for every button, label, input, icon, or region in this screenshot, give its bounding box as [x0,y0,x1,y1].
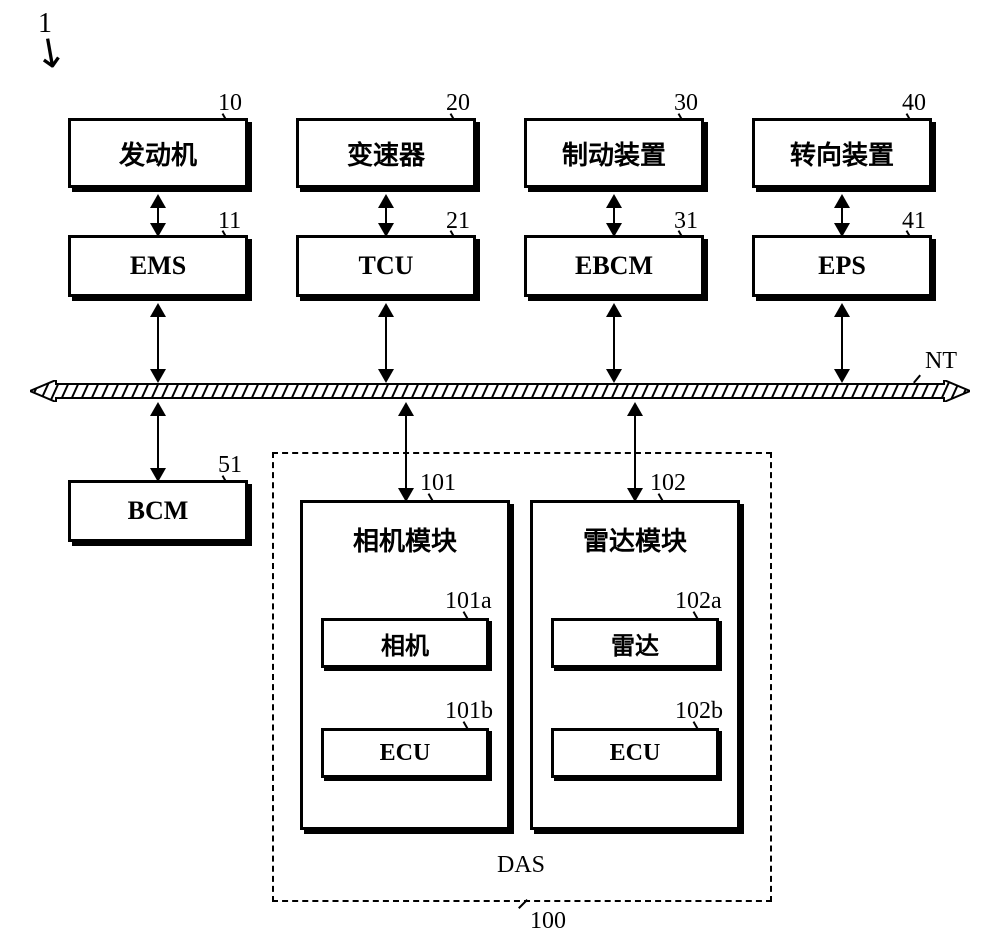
radar-module-title: 雷达模块 [533,521,737,558]
ref-101a: 101a [445,588,492,615]
box-eps: EPS [752,235,932,297]
das-label: DAS [497,852,545,879]
box-engine-label: 发动机 [119,135,197,172]
box-tcu-label: TCU [359,251,414,281]
camera-module: 相机模块 101a 相机 101b ECU [300,500,510,830]
bus-label: NT [925,348,957,375]
box-steer: 转向装置 [752,118,932,188]
box-ems: EMS [68,235,248,297]
conn-bcm-bus [157,414,159,470]
conn-tcu-bus [385,315,387,371]
box-trans: 变速器 [296,118,476,188]
bus-icon [30,380,970,402]
radar-box: 雷达 [551,618,719,668]
radar-ecu-box: ECU [551,728,719,778]
box-steer-label: 转向装置 [790,135,894,172]
box-brake-label: 制动装置 [562,135,666,172]
box-eps-label: EPS [818,251,866,281]
box-trans-label: 变速器 [347,135,425,172]
ref-102: 102 [650,470,686,497]
box-ems-label: EMS [130,251,186,281]
ref-101: 101 [420,470,456,497]
box-engine: 发动机 [68,118,248,188]
camera-box-label: 相机 [381,626,429,661]
box-ebcm-label: EBCM [575,251,653,281]
radar-ecu-label: ECU [610,740,661,767]
conn-ems-bus [157,315,159,371]
box-bcm-label: BCM [128,496,189,526]
figure-ref-arrow: ↘ [24,23,78,81]
ref-102a: 102a [675,588,722,615]
ref-101b: 101b [445,698,493,725]
radar-module: 雷达模块 102a 雷达 102b ECU [530,500,740,830]
box-ebcm: EBCM [524,235,704,297]
camera-module-title: 相机模块 [303,521,507,558]
box-tcu: TCU [296,235,476,297]
camera-ecu-box: ECU [321,728,489,778]
box-bcm: BCM [68,480,248,542]
camera-ecu-label: ECU [380,740,431,767]
conn-eps-bus [841,315,843,371]
radar-box-label: 雷达 [611,626,659,661]
camera-box: 相机 [321,618,489,668]
box-brake: 制动装置 [524,118,704,188]
ref-100: 100 [530,908,566,935]
conn-ebcm-bus [613,315,615,371]
ref-102b: 102b [675,698,723,725]
